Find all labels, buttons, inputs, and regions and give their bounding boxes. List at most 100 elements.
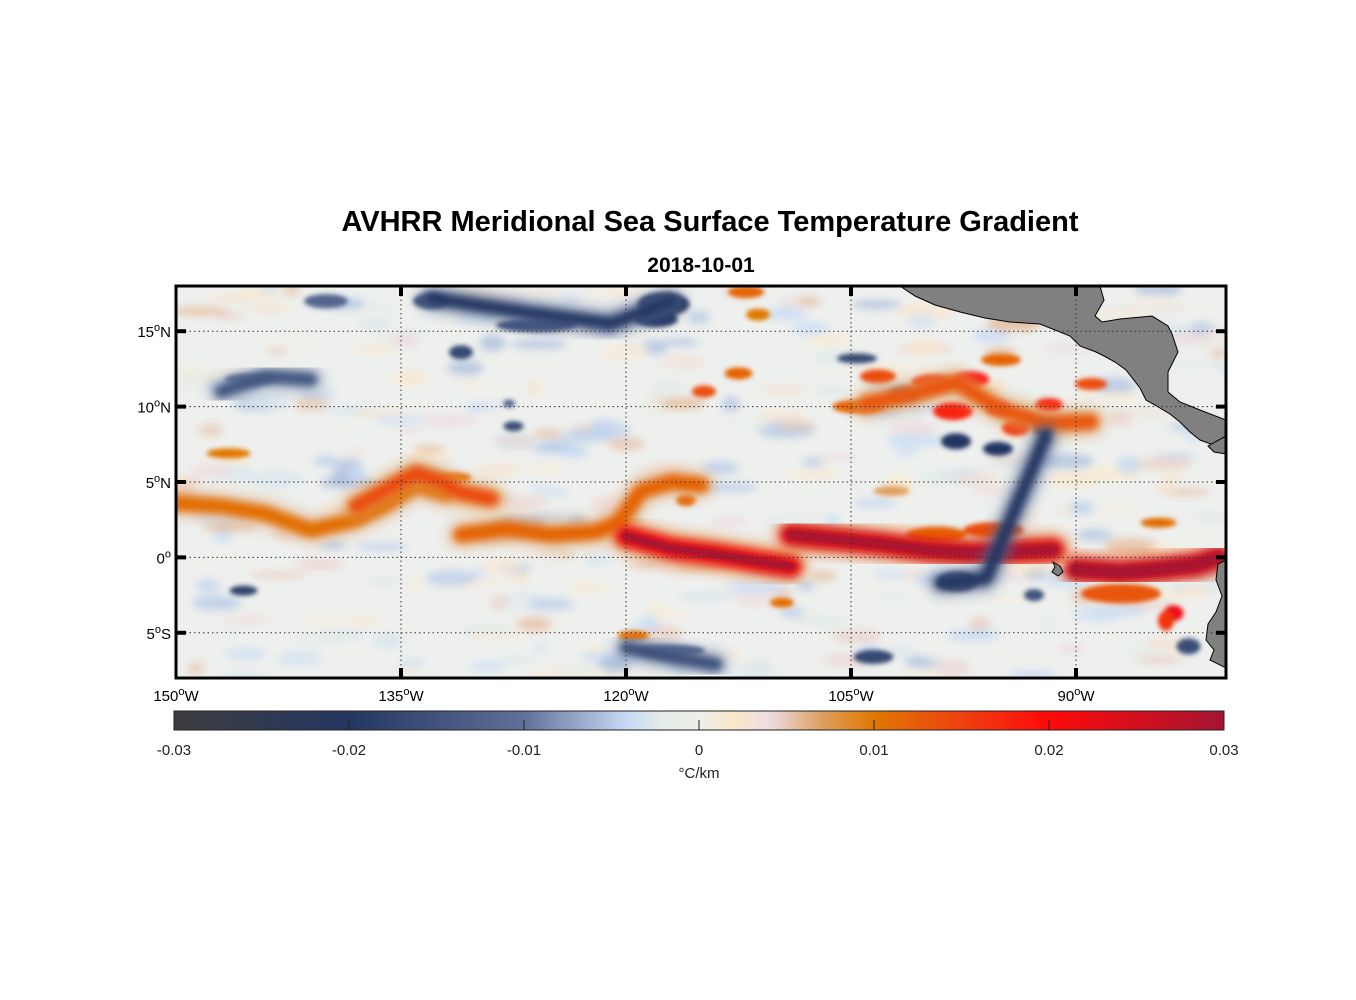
field-speckle <box>802 457 824 467</box>
field-blob <box>206 448 251 459</box>
field-speckle <box>391 332 419 349</box>
field-speckle <box>558 461 594 476</box>
field-speckle <box>1112 300 1133 315</box>
field-speckle <box>971 485 1008 496</box>
field-speckle <box>810 454 861 461</box>
field-speckle <box>600 345 647 361</box>
field-speckle <box>224 553 258 563</box>
field-speckle <box>245 393 292 410</box>
field-speckle <box>452 590 503 601</box>
field-speckle <box>946 629 1001 641</box>
field-speckle <box>865 593 920 601</box>
field-blob <box>229 585 258 596</box>
field-speckle <box>1134 286 1183 297</box>
field-speckle <box>362 578 402 586</box>
field-speckle <box>845 476 863 490</box>
field-speckle <box>214 312 246 320</box>
field-blob <box>853 649 894 664</box>
field-speckle <box>531 483 553 495</box>
field-speckle <box>348 466 367 485</box>
field-speckle <box>900 568 928 578</box>
field-speckle <box>777 421 816 430</box>
field-speckle <box>1037 356 1084 364</box>
field-speckle <box>296 559 345 570</box>
x-tick-label: 135oW <box>378 686 424 705</box>
front-north-band-orange <box>858 375 1099 431</box>
field-speckle <box>407 556 442 568</box>
field-speckle <box>678 592 735 601</box>
field-blob <box>1140 517 1177 528</box>
field-speckle <box>1166 341 1225 355</box>
front-tiw-front-central <box>348 465 499 514</box>
field-speckle <box>371 632 404 649</box>
field-speckle <box>1046 471 1100 487</box>
field-speckle <box>1079 388 1098 396</box>
field-speckle <box>189 462 232 479</box>
field-speckle <box>761 384 807 395</box>
field-speckle <box>701 482 759 493</box>
field-speckle <box>1133 303 1151 312</box>
field-blob <box>1158 610 1174 631</box>
field-blob <box>860 369 896 384</box>
field-speckle <box>447 360 484 376</box>
field-speckle <box>273 332 316 345</box>
field-speckle <box>907 313 936 328</box>
field-speckle <box>398 658 427 667</box>
field-speckle <box>195 578 221 594</box>
front-core-cold-tongue-front <box>621 531 796 571</box>
field-speckle <box>660 353 707 370</box>
field-speckle <box>642 339 668 356</box>
field-speckle <box>548 615 570 627</box>
field-speckle <box>1135 655 1183 664</box>
field-speckle <box>317 381 336 390</box>
field-speckle <box>730 418 771 430</box>
field-speckle <box>915 360 935 375</box>
front-cold-streak-south <box>620 641 722 671</box>
field-speckle <box>403 450 455 461</box>
y-axis-labels: 15oN 10oN 5oN 0o 5oS <box>137 322 171 643</box>
field-speckle <box>486 656 540 666</box>
field-speckle <box>1088 606 1148 617</box>
field-blob <box>981 353 1021 366</box>
field-speckle <box>198 668 225 678</box>
field-speckle <box>537 440 573 451</box>
land-central-america <box>899 286 1226 447</box>
land-central-america-isthmus <box>1207 435 1226 455</box>
field-speckle <box>556 446 589 459</box>
field-blob <box>1075 378 1107 390</box>
field-speckle <box>809 570 837 582</box>
field-speckle <box>687 310 711 324</box>
field-speckle <box>250 306 290 314</box>
field-speckle <box>1116 456 1142 474</box>
field-speckle <box>792 321 830 336</box>
field-blob <box>503 399 515 408</box>
field-speckle <box>533 429 564 438</box>
field-speckle <box>905 338 944 356</box>
x-tick-label: 105oW <box>828 686 874 705</box>
field-speckle <box>598 655 632 673</box>
field-speckle <box>1100 392 1137 402</box>
y-tick-label: 0o <box>157 548 171 567</box>
field-blob <box>503 421 524 432</box>
y-tick-label: 5oN <box>146 473 171 492</box>
field-speckle <box>358 300 395 313</box>
field-speckle <box>853 498 897 508</box>
field-speckle <box>248 470 305 488</box>
field-speckle <box>561 429 616 443</box>
field-speckle <box>429 387 458 400</box>
field-blob <box>1035 398 1063 413</box>
front-cold-eddy-west <box>215 370 317 398</box>
field-speckle <box>1010 670 1056 678</box>
field-speckle <box>293 396 329 411</box>
field-speckle <box>832 630 882 644</box>
field-speckle <box>1070 501 1094 515</box>
chart-subtitle: 2018-10-01 <box>647 254 755 277</box>
front-cold-eddy-north <box>425 292 677 330</box>
field-speckle <box>1136 456 1192 471</box>
field-speckle <box>251 535 268 543</box>
colorbar-tick-label: 0.01 <box>859 742 888 759</box>
x-tick-label: 150oW <box>153 686 199 705</box>
field-speckle <box>418 373 467 388</box>
field-speckle <box>527 598 574 611</box>
field-speckle <box>774 503 824 522</box>
